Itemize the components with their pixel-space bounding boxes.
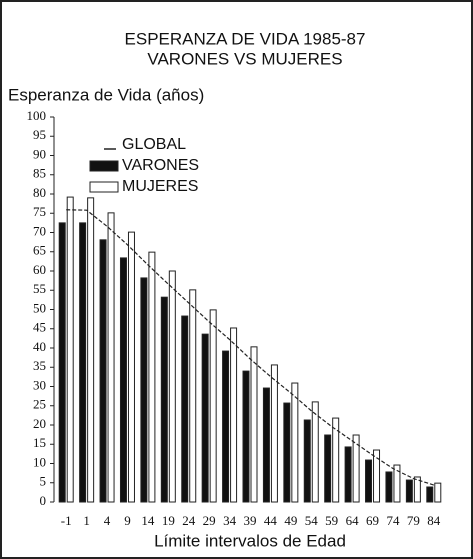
y-tick-label: 95: [33, 127, 46, 142]
bar: [242, 370, 250, 503]
bar: [303, 419, 311, 503]
x-tick-label: 1: [83, 513, 90, 528]
x-tick-label: 59: [325, 513, 338, 528]
x-tick-label: 14: [141, 513, 155, 528]
bar: [79, 222, 87, 503]
x-tick-label: 9: [124, 513, 131, 528]
x-tick-label: 39: [244, 513, 257, 528]
legend-label: GLOBAL: [122, 136, 186, 153]
bar: [385, 471, 393, 503]
x-tick-label: 44: [264, 513, 278, 528]
bar: [270, 364, 278, 503]
bar: [148, 251, 156, 503]
y-tick-label: 90: [33, 146, 46, 161]
bar: [373, 449, 381, 503]
x-tick-label: 19: [162, 513, 175, 528]
bar: [352, 434, 360, 503]
x-tick-label: 54: [305, 513, 319, 528]
y-tick-label: 25: [33, 397, 46, 412]
x-tick-label: 69: [366, 513, 379, 528]
legend-label: VARONES: [122, 157, 199, 174]
bar: [87, 197, 95, 503]
y-tick-label: 35: [33, 358, 46, 373]
bar: [189, 289, 197, 503]
y-tick-label: 60: [33, 262, 46, 277]
bar: [434, 482, 442, 503]
bar: [168, 270, 176, 503]
y-axis-label: Esperanza de Vida (años): [8, 85, 204, 104]
bar: [160, 296, 168, 503]
bar: [426, 486, 434, 503]
bar: [344, 446, 352, 503]
bar: [311, 401, 319, 503]
chart-subtitle: VARONES VS MUJERES: [147, 49, 342, 68]
y-tick-label: 70: [33, 223, 46, 238]
bar: [332, 417, 340, 503]
y-tick-label: 30: [33, 377, 46, 392]
bar: [413, 476, 421, 503]
x-tick-label: -1: [61, 513, 72, 528]
x-tick-label: 24: [182, 513, 196, 528]
y-tick-label: 85: [33, 166, 46, 181]
bar: [230, 327, 238, 503]
x-tick-label: 29: [203, 513, 216, 528]
y-tick-label: 20: [33, 416, 46, 431]
bar: [291, 382, 299, 503]
y-tick-label: 100: [27, 108, 47, 123]
bar: [283, 402, 291, 503]
line: [66, 209, 434, 486]
bar: [324, 434, 332, 503]
bar: [405, 479, 413, 503]
bar: [365, 459, 373, 503]
y-tick-label: 0: [40, 493, 47, 508]
bar: [66, 196, 74, 503]
x-tick-label: 49: [284, 513, 297, 528]
y-tick-label: 50: [33, 300, 46, 315]
bar: [107, 212, 115, 503]
y-tick-label: 5: [40, 474, 47, 489]
y-tick-label: 65: [33, 243, 46, 258]
y-tick-label: 40: [33, 339, 46, 354]
bar: [201, 333, 209, 503]
legend-key: [89, 181, 119, 193]
legend-key: [89, 160, 119, 172]
bar: [127, 231, 135, 503]
y-tick-label: 10: [33, 454, 46, 469]
x-tick-label: 34: [223, 513, 237, 528]
bar: [262, 387, 270, 503]
y-tick-label: 15: [33, 435, 46, 450]
y-tick-label: 75: [33, 204, 46, 219]
x-tick-label: 84: [427, 513, 441, 528]
bar: [58, 222, 66, 503]
bar: [181, 315, 189, 503]
bar: [99, 239, 107, 503]
y-tick-label: 55: [33, 281, 46, 296]
y-tick-label: 45: [33, 320, 46, 335]
bar: [119, 257, 127, 503]
legend-label: MUJERES: [122, 178, 198, 195]
x-axis-label: Límite intervalos de Edad: [154, 531, 346, 550]
x-tick-label: 79: [407, 513, 420, 528]
chart-title: ESPERANZA DE VIDA 1985-87: [125, 29, 366, 48]
x-tick-label: 64: [346, 513, 360, 528]
bar: [250, 346, 258, 503]
bar: [209, 309, 217, 503]
y-tick-label: 80: [33, 185, 46, 200]
bar: [140, 277, 148, 503]
x-tick-label: 74: [386, 513, 400, 528]
x-tick-label: 4: [104, 513, 111, 528]
bar: [222, 350, 230, 503]
bar: [393, 464, 401, 503]
